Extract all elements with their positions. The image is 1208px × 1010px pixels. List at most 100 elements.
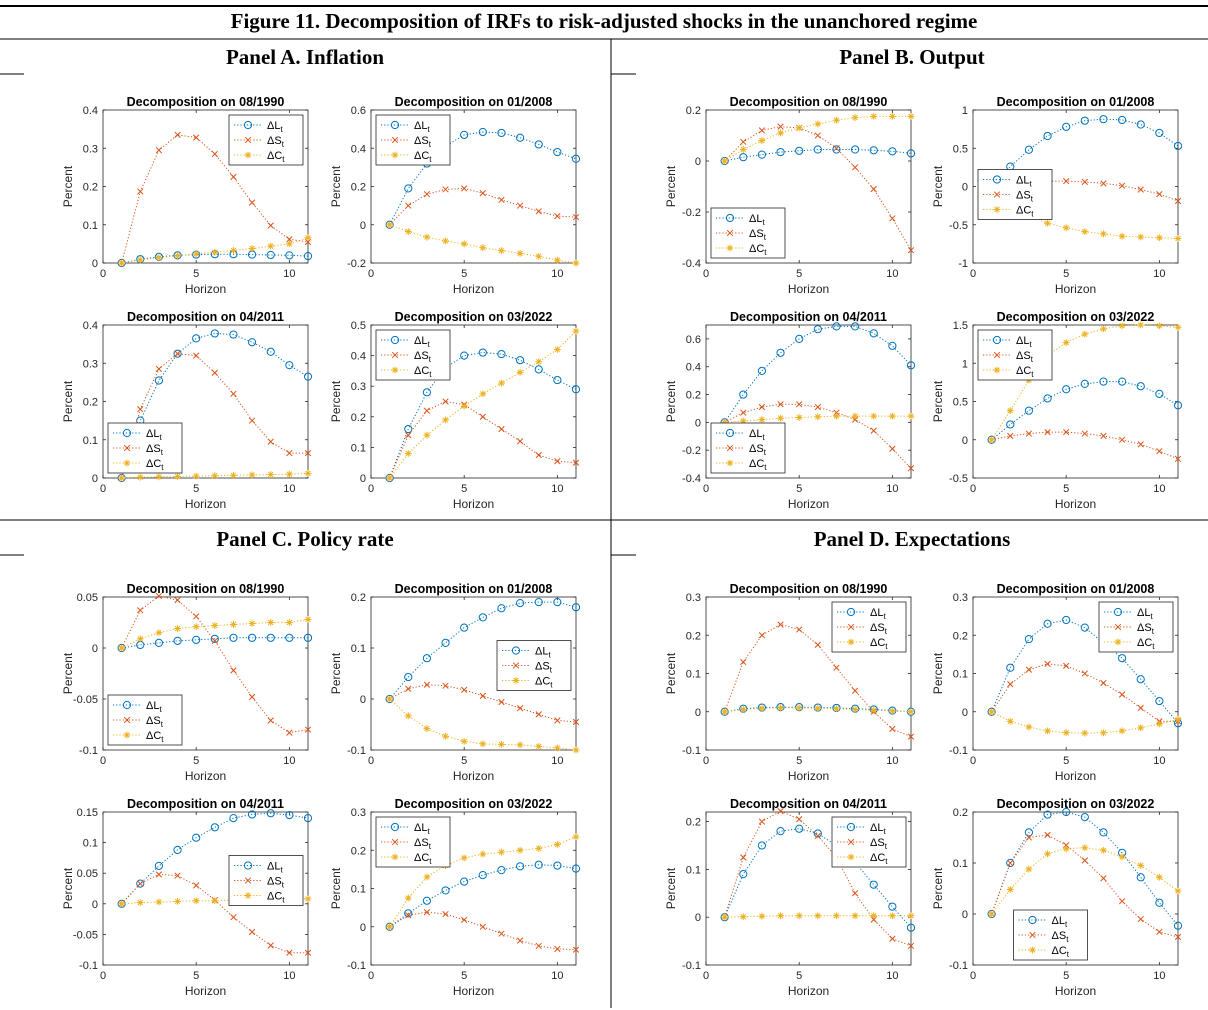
circle-marker: [1080, 623, 1089, 632]
subplot-title: Decomposition on 03/2022: [395, 310, 553, 324]
circle-marker: [795, 146, 804, 155]
subplot-title: Decomposition on 08/1990: [127, 582, 285, 596]
x-marker: [907, 733, 915, 740]
star-marker: [155, 473, 163, 481]
x-marker: [1156, 448, 1163, 455]
star-marker: [118, 900, 126, 908]
x-marker: [1100, 875, 1107, 882]
star-marker: [553, 841, 561, 848]
legend-label: ΔCt: [267, 891, 285, 905]
subplot-title: Decomposition on 08/1990: [127, 95, 285, 109]
y-tick-label: -0.1: [347, 960, 366, 972]
legend-subscript: t: [282, 896, 285, 905]
y-tick-label: -0.2: [682, 207, 701, 219]
x-marker: [193, 352, 200, 359]
x-marker: [740, 658, 747, 666]
series-line: [724, 115, 911, 162]
series-line: [121, 637, 308, 649]
star-marker: [739, 417, 747, 425]
legend-subscript: t: [885, 842, 888, 851]
circle-marker: [192, 334, 201, 343]
legend-subscript: t: [159, 705, 162, 714]
y-tick-label: 0.4: [351, 351, 366, 363]
circle-marker: [869, 146, 878, 155]
star-marker: [155, 898, 163, 906]
star-marker: [795, 704, 803, 712]
legend-star-marker: [1029, 946, 1036, 954]
legend-subscript: t: [1066, 935, 1069, 944]
series-line: [991, 118, 1179, 187]
x-marker: [1100, 180, 1107, 187]
x-marker: [267, 222, 274, 229]
legend-subscript: t: [883, 612, 886, 621]
legend-label: ΔCt: [146, 458, 164, 472]
subplot-title: Decomposition on 04/2011: [127, 310, 284, 324]
y-tick-label: 0.2: [351, 182, 366, 194]
x-marker: [535, 208, 542, 215]
star-marker: [1081, 729, 1089, 737]
star-marker: [1044, 850, 1051, 858]
circle-marker: [1173, 921, 1183, 930]
star-marker: [136, 256, 144, 264]
circle-marker: [832, 145, 841, 154]
subplot-title: Decomposition on 04/2011: [127, 797, 284, 811]
star-marker: [739, 706, 747, 713]
x-tick-label: 5: [796, 483, 802, 495]
circle-marker: [813, 325, 822, 334]
legend-label: ΔLt: [1052, 915, 1068, 929]
y-axis-label: Percent: [664, 380, 678, 422]
legend-x-marker: [726, 444, 734, 452]
x-marker: [1118, 182, 1126, 189]
x-marker: [907, 465, 915, 472]
circle-marker: [1006, 420, 1015, 429]
star-marker: [739, 146, 747, 153]
circle-marker: [553, 861, 562, 870]
star-marker: [1044, 219, 1051, 227]
star-marker: [1100, 846, 1107, 854]
y-tick-label: 1.5: [953, 320, 968, 332]
circle-marker: [210, 329, 219, 338]
x-marker: [535, 711, 542, 718]
x-marker: [267, 942, 274, 949]
circle-marker: [757, 841, 767, 850]
star-marker: [174, 252, 181, 260]
legend-label: ΔLt: [1016, 335, 1032, 349]
y-tick-label: 0.1: [686, 864, 701, 876]
legend-circle-marker: [992, 175, 1002, 184]
star-marker: [795, 124, 803, 132]
legend-label: ΔSt: [870, 837, 888, 851]
series: [117, 329, 313, 483]
star-marker: [136, 473, 144, 481]
circle-marker: [229, 330, 238, 339]
circle-marker: [987, 707, 996, 716]
x-marker: [304, 449, 312, 457]
star-marker: [758, 912, 766, 920]
legend-subscript: t: [282, 881, 285, 890]
x-marker: [758, 818, 766, 825]
star-marker: [1174, 887, 1182, 895]
legend-label: ΔLt: [267, 861, 283, 875]
x-marker: [230, 914, 237, 921]
x-marker: [461, 686, 468, 693]
y-axis-label: Percent: [329, 867, 343, 909]
circle-marker: [210, 634, 219, 643]
legend-subscript: t: [429, 857, 432, 866]
circle-marker: [1080, 813, 1089, 822]
x-marker: [796, 816, 803, 823]
star-marker: [814, 120, 822, 128]
x-tick-label: 0: [368, 483, 374, 495]
x-marker: [1063, 428, 1070, 436]
circle-marker: [285, 810, 294, 820]
x-tick-label: 0: [970, 483, 976, 495]
legend-box: [831, 816, 907, 868]
circle-marker: [303, 814, 313, 823]
star-marker: [136, 635, 144, 643]
star-marker: [1137, 724, 1145, 732]
circle-marker: [1136, 873, 1145, 882]
